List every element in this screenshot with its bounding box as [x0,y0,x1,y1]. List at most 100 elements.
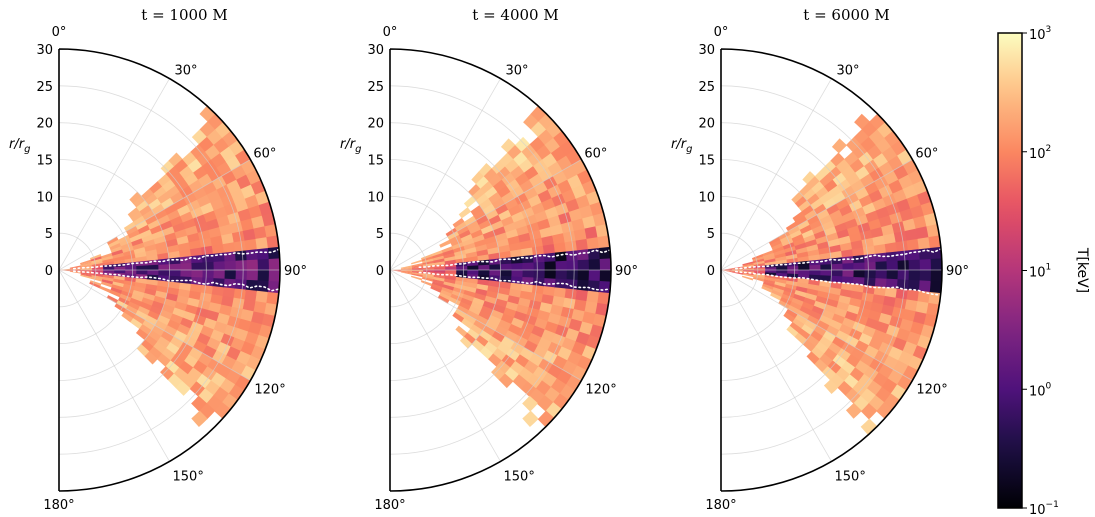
heatmap-cell [256,248,270,261]
heatmap-cell [496,342,511,356]
heatmap-cell [498,373,514,389]
heatmap-cell [482,203,496,216]
r-tick-label: 5 [45,227,53,242]
heatmap-cell [91,275,104,280]
heatmap-cell [801,301,815,312]
heatmap-cell [838,323,853,337]
heatmap-cell [915,301,929,315]
heatmap-cell [120,290,133,299]
heatmap-cell [500,336,515,350]
heatmap-cell [519,347,534,362]
heatmap-cell [466,310,479,321]
heatmap-cell [846,172,861,187]
heatmap-cell [473,292,487,302]
heatmap-cell [242,228,256,242]
heatmap-cell [423,267,435,271]
heatmap-cell [80,259,92,265]
r-axis-label: r/rg [671,137,692,155]
heatmap-cell [923,212,938,228]
heatmap-cell [475,334,489,348]
heatmap-cell [244,194,260,210]
heatmap-cell [809,219,823,231]
heatmap-cell [208,227,222,239]
heatmap-cell [539,227,553,239]
heatmap-cell [553,287,567,299]
heatmap-cell [789,301,803,311]
heatmap-cell [533,345,548,360]
heatmap-cell [492,304,506,315]
heatmap-cell [586,237,600,251]
heatmap-cell [459,336,473,349]
heatmap-cell [467,265,479,271]
heatmap-cell [576,279,589,292]
heatmap-cell [125,265,137,271]
heatmap-cell [762,283,774,291]
heatmap-cell [785,308,798,319]
grid-spoke [389,269,582,381]
heatmap-cell [411,264,424,268]
heatmap-cell [764,258,776,264]
heatmap-cell [214,402,232,419]
heatmap-cell [774,252,787,259]
r-tick-label: 20 [698,117,715,132]
heatmap-cell [797,256,810,263]
heatmap-cell [231,297,245,311]
heatmap-cell [520,247,534,257]
heatmap-cell [498,244,511,254]
theta-tick-label: 150° [835,469,866,484]
heatmap-cell [819,214,833,226]
heatmap-cell [804,209,818,221]
heatmap-cell [190,254,203,264]
heatmap-cell [787,265,799,271]
heatmap-cell [473,209,487,221]
heatmap-cell [831,313,846,325]
heatmap-cell [400,270,413,273]
heatmap-cell [795,215,808,227]
r-tick-label: 10 [36,190,53,205]
heatmap-cell [832,172,847,187]
heatmap-cell [763,255,776,262]
theta-tick-label: 150° [504,469,535,484]
heatmap-cell [555,260,568,271]
heatmap-cell [91,258,103,264]
heatmap-cell [832,354,847,369]
heatmap-cell [432,279,445,285]
heatmap-cell [127,301,141,311]
heatmap-cell [454,280,467,287]
heatmap-cell [908,259,921,272]
heatmap-cell [229,221,244,235]
heatmap-cell [106,236,119,246]
colorbar-gradient [997,32,1023,509]
heatmap-cell [422,275,435,280]
heatmap-cell [235,270,248,281]
heatmap-cell [511,270,523,278]
heatmap-cell [463,314,477,325]
heatmap-cell [571,184,587,200]
heatmap-cell [149,224,163,235]
heatmap-cell [224,202,239,217]
heatmap-cell [131,238,144,247]
heatmap-cell [187,158,203,174]
heatmap-cell [876,402,894,419]
heatmap-cell [179,185,194,199]
heatmap-cell [864,270,877,279]
heatmap-cell [103,270,115,274]
heatmap-cell [114,270,126,274]
heatmap-cell [902,184,918,200]
heatmap-cell [784,245,797,254]
theta-tick-label: 30° [506,64,529,79]
heatmap-cell [174,348,190,362]
heatmap-cell [554,278,567,290]
heatmap-cell [132,314,146,325]
heatmap-cell [149,305,163,316]
heatmap-cell [504,197,519,211]
heatmap-cell [242,299,256,313]
heatmap-cell [258,201,274,217]
heatmap-cell [112,281,125,288]
heatmap-cell [136,343,150,357]
heatmap-cell [799,224,813,235]
heatmap-cell [245,279,258,292]
heatmap-cell [774,281,787,288]
heatmap-cell [807,249,820,257]
heatmap-cell [123,308,136,319]
